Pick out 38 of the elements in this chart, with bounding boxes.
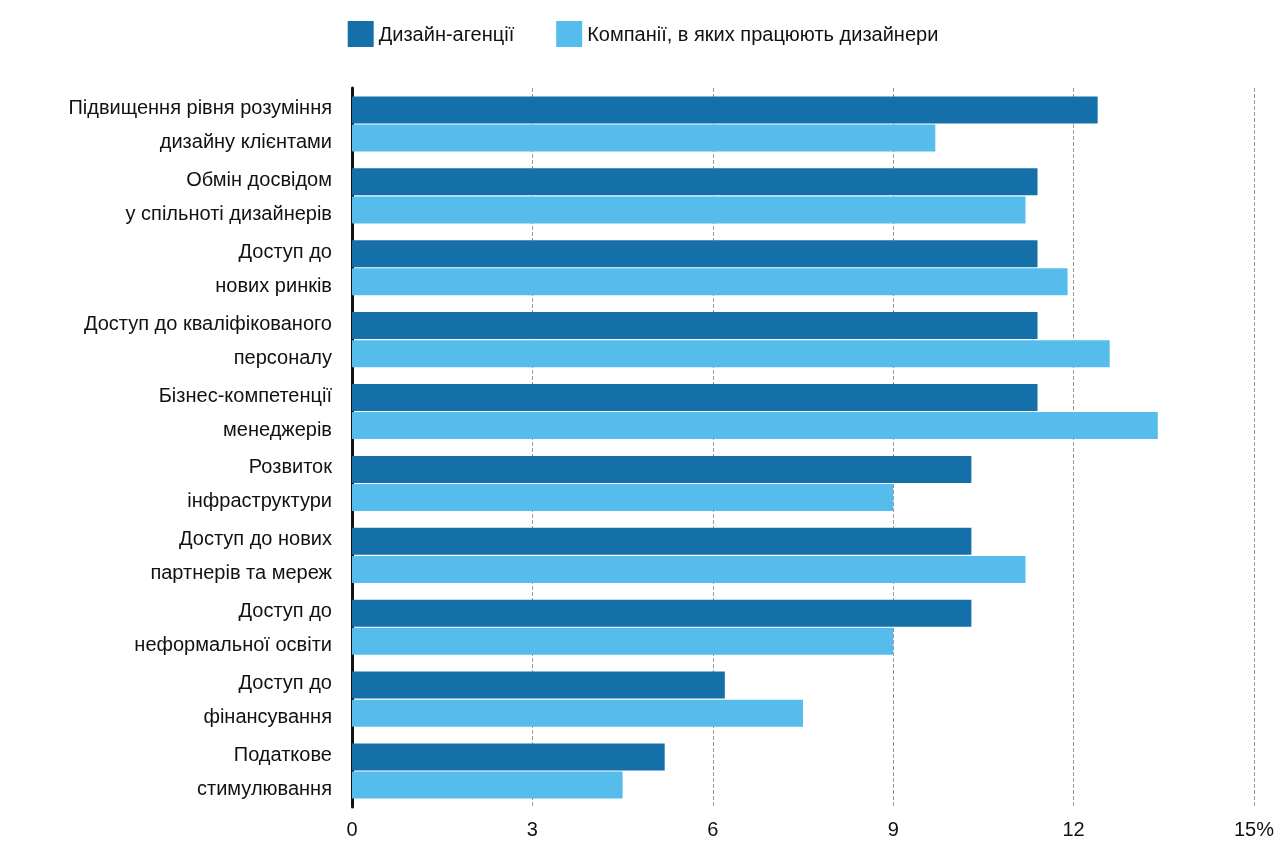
y-tick-label: Податкове стимулювання bbox=[197, 743, 332, 800]
x-tick-label: 3 bbox=[526, 818, 538, 840]
legend-label: Дизайн-агенції bbox=[378, 23, 515, 45]
bar bbox=[352, 340, 1110, 368]
bar bbox=[352, 483, 894, 511]
x-tick-label: 12 bbox=[1062, 818, 1085, 840]
bar bbox=[352, 268, 1068, 296]
bar bbox=[352, 96, 1098, 124]
bar bbox=[352, 455, 972, 483]
bar bbox=[352, 627, 894, 655]
x-tick-label: 6 bbox=[707, 818, 719, 840]
y-tick-label: Доступ до фінансування bbox=[203, 671, 332, 728]
bar bbox=[352, 312, 1038, 340]
x-tick-label: 0 bbox=[346, 818, 358, 840]
y-tick-label: Доступ до нових партнерів та мереж bbox=[150, 527, 333, 584]
legend-label: Компанії, в яких працюють дизайнери bbox=[587, 23, 939, 45]
bar bbox=[352, 699, 803, 727]
bar bbox=[352, 124, 936, 152]
bar bbox=[352, 168, 1038, 196]
bar bbox=[352, 771, 623, 799]
bar bbox=[352, 384, 1038, 412]
bar bbox=[352, 599, 972, 627]
bar bbox=[352, 412, 1158, 440]
bar bbox=[352, 240, 1038, 268]
y-tick-label: Обмін досвідом у спільноті дизайнерів bbox=[125, 167, 332, 224]
y-tick-label: Підвищення рівня розуміння дизайну клієнтами bbox=[68, 95, 332, 152]
x-tick-label: 15% bbox=[1233, 818, 1275, 840]
y-tick-label: Доступ до кваліфікованого персоналу bbox=[83, 311, 332, 368]
bar bbox=[352, 196, 1026, 224]
bar bbox=[352, 743, 665, 771]
y-tick-label: Доступ до нових ринків bbox=[215, 239, 332, 296]
bar bbox=[352, 527, 972, 555]
y-tick-label: Доступ до неформальної освіти bbox=[134, 599, 332, 656]
x-tick-label: 9 bbox=[887, 818, 899, 840]
bar bbox=[352, 555, 1026, 583]
y-tick-label: Бізнес-компетенції менеджерів bbox=[158, 383, 333, 440]
y-tick-label: Розвиток інфраструктури bbox=[187, 455, 333, 512]
bar bbox=[352, 671, 725, 699]
